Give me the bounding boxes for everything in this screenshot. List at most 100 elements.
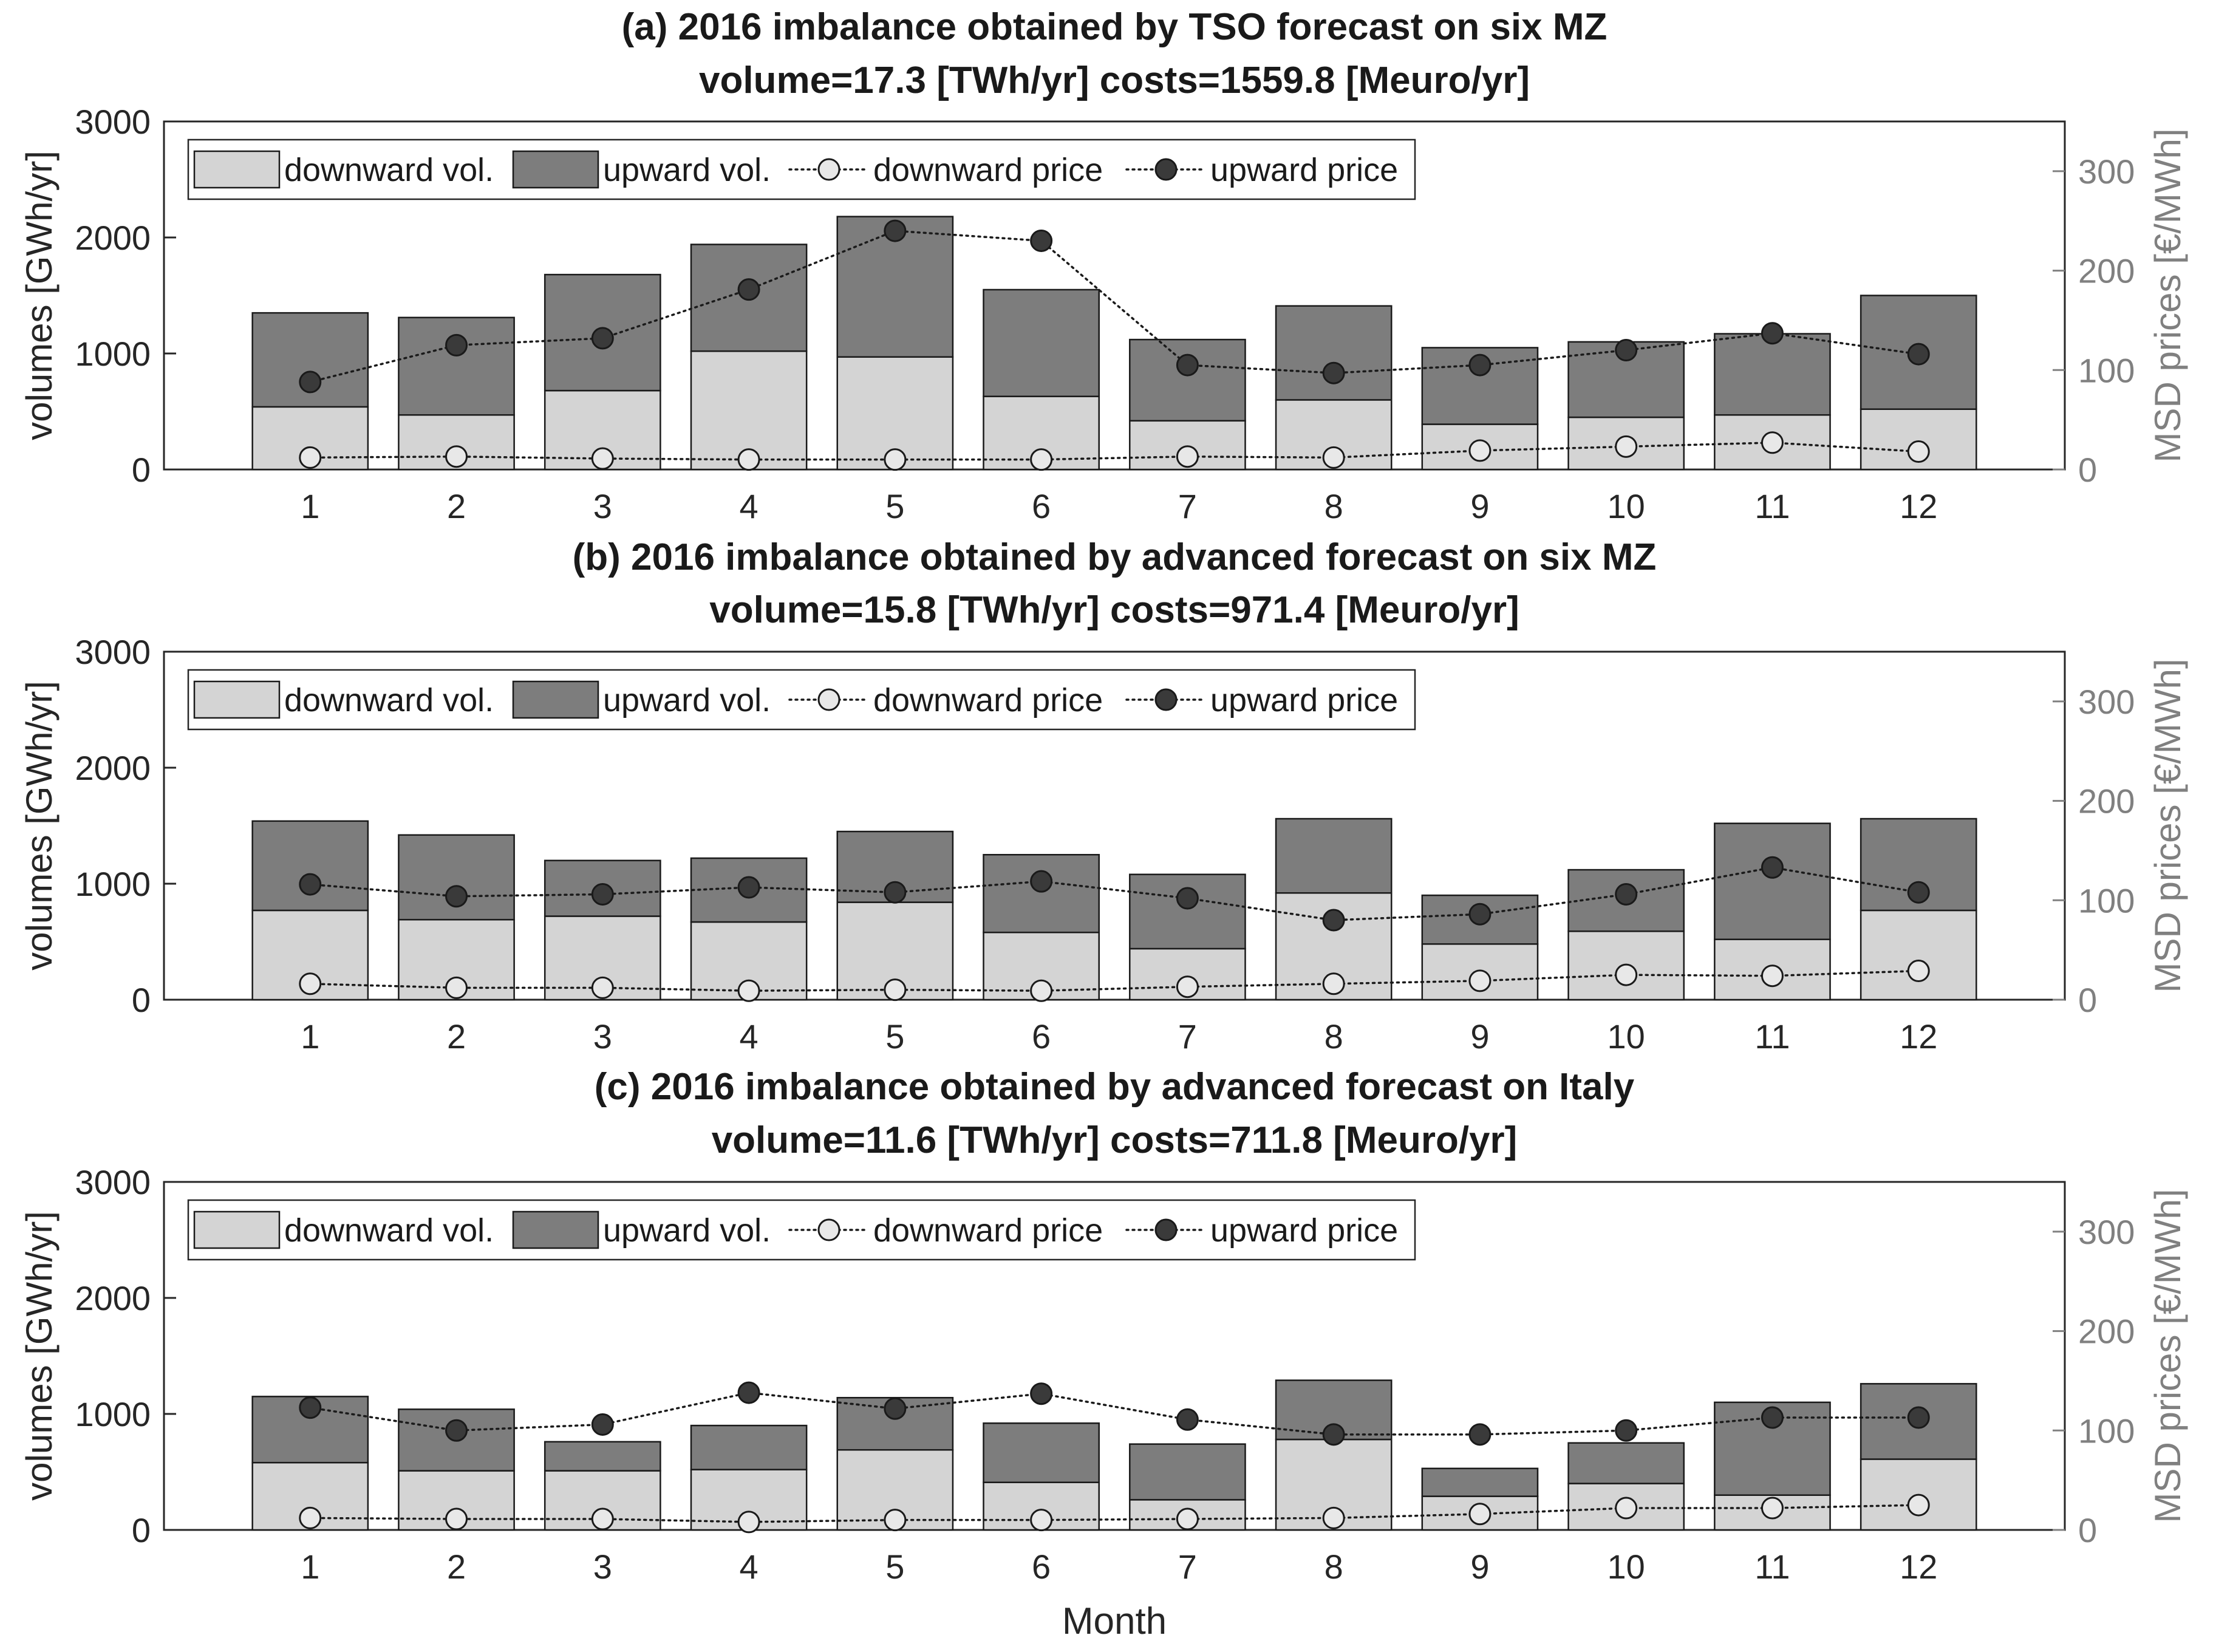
x-tick-label: 12	[1900, 1548, 1937, 1586]
point-upward-price	[1176, 353, 1199, 377]
legend-label-downward-price: downward price	[873, 682, 1103, 718]
y2-tick-label: 100	[2078, 351, 2135, 389]
legend-swatch-upward-vol	[512, 1210, 599, 1249]
x-tick-label: 3	[593, 487, 612, 525]
x-tick-label: 1	[301, 1548, 319, 1586]
x-tick-label: 4	[739, 1017, 758, 1056]
point-upward-price	[591, 327, 614, 350]
point-upward-price	[1907, 881, 1930, 904]
point-upward-price	[445, 333, 468, 357]
chart-subtitle: volume=11.6 [TWh/yr] costs=711.8 [Meuro/…	[712, 1119, 1518, 1161]
point-upward-price	[1761, 856, 1784, 879]
bar-downward-vol	[1860, 909, 1977, 1001]
x-tick-label: 11	[1754, 487, 1790, 525]
bar-downward-vol	[1860, 408, 1977, 471]
y2-tick-label: 0	[2078, 1511, 2097, 1549]
point-upward-price	[1615, 1419, 1638, 1442]
point-downward-price	[737, 979, 760, 1002]
chart-panel-1: (b) 2016 imbalance obtained by advanced …	[19, 536, 2188, 1056]
x-tick-label: 8	[1324, 1017, 1343, 1056]
x-tick-label: 5	[885, 487, 904, 525]
x-tick-label: 6	[1032, 1017, 1051, 1056]
point-downward-price	[1468, 969, 1492, 992]
legend-marker-downward-price	[817, 158, 840, 181]
x-tick-label: 7	[1178, 1017, 1197, 1056]
bar-upward-vol	[1421, 1467, 1539, 1497]
legend-label-upward-vol: upward vol.	[603, 682, 771, 718]
point-upward-price	[445, 1419, 468, 1442]
point-downward-price	[1322, 972, 1345, 995]
x-tick-label: 4	[739, 487, 758, 525]
legend-label-downward-price: downward price	[873, 152, 1103, 188]
y2-tick-label: 300	[2078, 152, 2135, 191]
point-downward-price	[884, 448, 907, 471]
point-upward-price	[1907, 1406, 1930, 1429]
point-downward-price	[1761, 1497, 1784, 1520]
y-tick-label: 0	[132, 1511, 151, 1549]
y2-tick-label: 100	[2078, 881, 2135, 920]
x-tick-label: 6	[1032, 1548, 1051, 1586]
point-upward-price	[1322, 909, 1345, 932]
point-downward-price	[1030, 448, 1053, 471]
point-upward-price	[737, 876, 760, 899]
point-downward-price	[1907, 960, 1930, 983]
chart-panel-0: (a) 2016 imbalance obtained by TSO forec…	[19, 6, 2188, 525]
point-downward-price	[1907, 440, 1930, 463]
point-downward-price	[1322, 1506, 1345, 1529]
legend-swatch-downward-vol	[193, 150, 281, 189]
x-tick-label: 9	[1470, 1017, 1489, 1056]
x-axis-label: Month	[1062, 1600, 1167, 1642]
legend-label-downward-vol: downward vol.	[284, 1212, 494, 1249]
point-upward-price	[1322, 1423, 1345, 1446]
y2-tick-label: 300	[2078, 683, 2135, 721]
bar-upward-vol	[1129, 873, 1246, 950]
chart-title: (c) 2016 imbalance obtained by advanced …	[595, 1066, 1635, 1108]
y-axis-label: volumes [GWh/yr]	[19, 1211, 60, 1501]
x-tick-label: 2	[447, 1017, 466, 1056]
legend: downward vol. upward vol. downward price up…	[187, 669, 1416, 731]
point-downward-price	[445, 445, 468, 468]
point-downward-price	[1615, 1497, 1638, 1520]
point-upward-price	[445, 885, 468, 908]
bar-upward-vol	[1714, 822, 1831, 940]
point-downward-price	[737, 448, 760, 471]
legend-label-upward-vol: upward vol.	[603, 1212, 771, 1249]
x-tick-label: 2	[447, 1548, 466, 1586]
point-downward-price	[1176, 1507, 1199, 1531]
bar-upward-vol	[1714, 333, 1831, 416]
y-tick-label: 2000	[75, 749, 151, 787]
x-tick-label: 4	[739, 1548, 758, 1586]
bar-upward-vol	[1275, 817, 1393, 894]
point-downward-price	[1468, 439, 1492, 462]
x-tick-label: 10	[1607, 1017, 1645, 1056]
line-upward-price	[309, 1391, 1920, 1436]
x-tick-label: 9	[1470, 1548, 1489, 1586]
line-upward-price	[309, 866, 1920, 921]
x-tick-label: 2	[447, 487, 466, 525]
point-upward-price	[591, 1413, 614, 1436]
point-upward-price	[737, 278, 760, 301]
legend-swatch-downward-vol	[193, 680, 281, 719]
point-downward-price	[1322, 446, 1345, 469]
line-downward-price	[309, 969, 1920, 992]
point-downward-price	[1176, 975, 1199, 998]
point-upward-price	[1030, 1382, 1053, 1405]
y2-axis-label: MSD prices [€/MWh]	[2147, 128, 2188, 462]
point-upward-price	[1615, 339, 1638, 362]
x-tick-label: 12	[1900, 487, 1937, 525]
chart-subtitle: volume=17.3 [TWh/yr] costs=1559.8 [Meuro…	[699, 60, 1530, 101]
point-downward-price	[1761, 431, 1784, 454]
point-downward-price	[1907, 1493, 1930, 1517]
legend-label-upward-price: upward price	[1210, 682, 1398, 718]
point-upward-price	[1615, 882, 1638, 906]
point-upward-price	[299, 1396, 322, 1419]
chart-title: (a) 2016 imbalance obtained by TSO forec…	[622, 6, 1607, 48]
bar-upward-vol	[1567, 1442, 1685, 1484]
bar-upward-vol	[983, 1422, 1100, 1483]
legend-label-downward-vol: downward vol.	[284, 152, 494, 188]
point-downward-price	[299, 446, 322, 469]
chart-panel-2: (c) 2016 imbalance obtained by advanced …	[19, 1066, 2188, 1586]
x-tick-label: 7	[1178, 487, 1197, 525]
point-downward-price	[591, 976, 614, 999]
